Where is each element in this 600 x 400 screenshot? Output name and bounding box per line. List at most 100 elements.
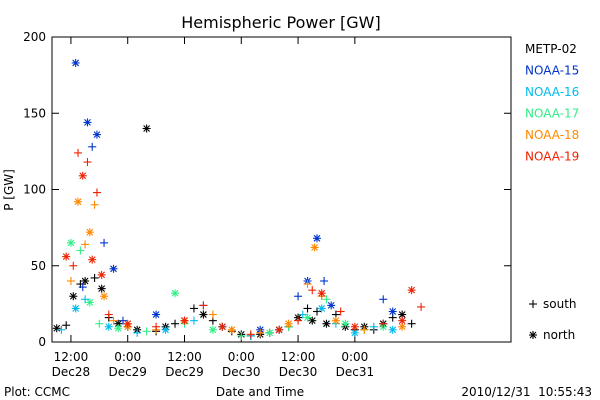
south-data-point: [69, 261, 78, 270]
south-data-point: [237, 331, 246, 340]
asterisk-marker-icon: [529, 331, 537, 339]
north-data-point: [284, 319, 293, 328]
south-data-point: [407, 319, 416, 328]
south-data-point: [199, 301, 208, 310]
south-data-point: [74, 148, 83, 157]
south-data-point: [322, 295, 331, 304]
legend-entry: NOAA-17: [525, 107, 579, 121]
north-data-point: [97, 270, 106, 279]
south-data-point: [95, 319, 104, 328]
south-data-point: [62, 321, 71, 330]
north-data-point: [92, 130, 101, 139]
south-data-point: [57, 325, 66, 334]
north-data-point: [308, 316, 317, 325]
north-data-point: [104, 322, 113, 331]
marker-legend-label: south: [543, 297, 577, 311]
south-data-point: [90, 200, 99, 209]
south-data-point: [379, 319, 388, 328]
south-data-point: [171, 319, 180, 328]
x-tick-date-label: Dec28: [52, 365, 91, 379]
series-noaa-17: [66, 238, 388, 340]
north-data-point: [109, 264, 118, 273]
north-data-point: [85, 298, 94, 307]
north-data-point: [398, 316, 407, 325]
y-tick-label: 50: [31, 259, 46, 273]
y-tick-label: 100: [23, 183, 46, 197]
south-data-point: [90, 273, 99, 282]
south-data-point: [336, 307, 345, 316]
north-data-point: [66, 238, 75, 247]
north-data-point: [388, 307, 397, 316]
north-data-point: [407, 286, 416, 295]
legend-entry: NOAA-18: [525, 128, 579, 142]
x-tick-time-label: 12:00: [281, 350, 316, 364]
x-tick-date-label: Dec30: [279, 365, 318, 379]
series-noaa-19: [62, 148, 426, 339]
x-tick-date-label: Dec31: [336, 365, 375, 379]
north-data-point: [265, 328, 274, 337]
north-data-point: [180, 316, 189, 325]
south-data-point: [81, 240, 90, 249]
north-data-point: [71, 58, 80, 67]
north-data-point: [161, 325, 170, 334]
footer-source: Plot: CCMC: [4, 385, 70, 399]
north-data-point: [83, 118, 92, 127]
north-data-point: [341, 319, 350, 328]
y-tick-label: 200: [23, 30, 46, 44]
south-data-point: [308, 286, 317, 295]
y-tick-label: 0: [38, 335, 46, 349]
north-data-point: [114, 324, 123, 333]
north-data-point: [317, 304, 326, 313]
x-tick-date-label: Dec29: [108, 365, 147, 379]
north-data-point: [88, 255, 97, 264]
plus-marker-icon: [529, 300, 537, 308]
south-data-point: [66, 277, 75, 285]
series-noaa-18: [66, 197, 407, 337]
south-data-point: [417, 302, 426, 311]
south-data-point: [246, 330, 255, 339]
north-data-point: [327, 301, 336, 310]
south-data-point: [142, 327, 151, 336]
north-data-point: [71, 304, 80, 313]
south-data-point: [109, 316, 118, 325]
south-data-point: [256, 328, 265, 337]
footer-timestamp: 2010/12/31 10:55:43: [461, 385, 592, 399]
marker-legend-label: north: [543, 328, 575, 342]
series-legend: METP-02 NOAA-15 NOAA-16 NOAA-17 NOAA-18 NOAA-…: [525, 42, 579, 164]
south-data-point: [208, 310, 217, 319]
y-tick-label: 150: [23, 106, 46, 120]
north-data-point: [312, 234, 321, 243]
south-data-point: [298, 310, 307, 319]
south-data-point: [303, 304, 312, 313]
north-data-point: [331, 316, 340, 325]
x-tick-time-label: 0:00: [341, 350, 368, 364]
south-data-point: [88, 142, 97, 151]
south-data-point: [320, 277, 329, 285]
north-data-point: [100, 292, 109, 301]
marker-legend: south north: [529, 297, 577, 342]
x-axis-label: Date and Time: [216, 385, 304, 399]
south-data-point: [189, 316, 198, 325]
south-data-point: [294, 316, 303, 325]
x-tick-time-label: 0:00: [114, 350, 141, 364]
legend-entry: NOAA-16: [525, 85, 579, 99]
south-data-point: [189, 304, 198, 313]
series-metp-02: [52, 124, 416, 340]
north-data-point: [171, 289, 180, 298]
north-data-point: [69, 292, 78, 301]
y-axis-label: P [GW]: [2, 169, 16, 211]
south-data-point: [81, 295, 90, 304]
north-data-point: [78, 171, 87, 180]
south-data-point: [312, 307, 321, 316]
south-data-point: [104, 310, 113, 319]
north-data-point: [317, 289, 326, 298]
x-tick-time-label: 12:00: [54, 350, 89, 364]
south-data-point: [369, 322, 378, 331]
south-data-point: [133, 328, 142, 337]
north-data-point: [152, 310, 161, 319]
south-data-point: [303, 280, 312, 289]
north-data-point: [303, 313, 312, 322]
south-data-point: [360, 325, 369, 334]
north-data-point: [275, 325, 284, 334]
